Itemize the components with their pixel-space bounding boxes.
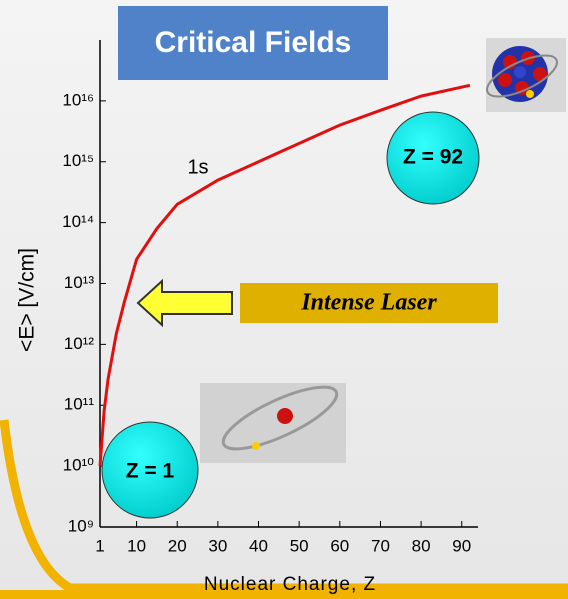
y-tick-label: 10¹³ bbox=[64, 273, 95, 292]
atom-image bbox=[200, 383, 346, 463]
y-tick-label: 10¹⁶ bbox=[62, 90, 94, 109]
x-tick-label: 90 bbox=[452, 536, 471, 555]
z1-label: Z = 1 bbox=[126, 460, 175, 483]
frame-bottom bbox=[0, 590, 568, 599]
y-tick-label: 10¹⁰ bbox=[63, 456, 95, 475]
chart-title: Critical Fields bbox=[155, 26, 352, 59]
x-tick-label: 40 bbox=[249, 536, 268, 555]
z92-circle bbox=[386, 111, 480, 205]
x-tick-label: 20 bbox=[168, 536, 187, 555]
curve-label: 1s bbox=[187, 156, 208, 178]
title-box bbox=[118, 6, 388, 80]
laser-box bbox=[240, 283, 498, 323]
z1-circle bbox=[101, 421, 199, 519]
laser-label: Intense Laser bbox=[300, 290, 437, 316]
x-tick-label: 10 bbox=[127, 536, 146, 555]
x-tick-label: 30 bbox=[208, 536, 227, 555]
y-axis-label: <E> [V/cm] bbox=[16, 248, 39, 352]
x-axis-label: Nuclear Charge, Z bbox=[204, 574, 376, 595]
x-tick-label: 70 bbox=[371, 536, 390, 555]
y-tick-label: 10¹¹ bbox=[64, 395, 95, 414]
y-tick-label: 10¹² bbox=[64, 334, 95, 353]
y-tick-label: 10¹⁴ bbox=[62, 212, 94, 231]
x-tick-label: 50 bbox=[290, 536, 309, 555]
y-tick-label: 10⁹ bbox=[68, 516, 94, 535]
x-tick-label: 80 bbox=[412, 536, 431, 555]
arrow bbox=[136, 278, 233, 328]
y-tick-label: 10¹⁵ bbox=[62, 151, 94, 170]
nucleus-image bbox=[486, 38, 566, 112]
z92-label: Z = 92 bbox=[403, 146, 463, 169]
x-tick-label: 1 bbox=[95, 536, 104, 555]
x-tick-label: 60 bbox=[330, 536, 349, 555]
frame bbox=[0, 419, 568, 593]
curve bbox=[98, 83, 471, 467]
